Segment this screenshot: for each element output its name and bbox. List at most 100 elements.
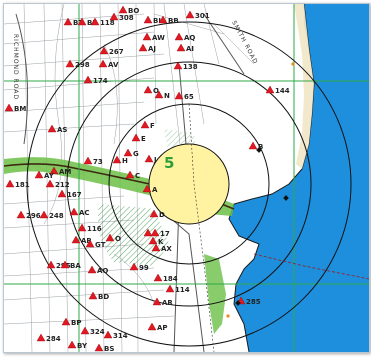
site-marker-icon[interactable] xyxy=(125,170,135,179)
site-marker-icon[interactable] xyxy=(83,156,93,165)
site-marker-icon[interactable] xyxy=(4,103,14,112)
site-markers[interactable]: BO301BTBR118308BIBBAWAQAJAI267298AV13817… xyxy=(4,5,290,352)
site-marker-icon[interactable] xyxy=(131,133,141,142)
site-marker-label: AI xyxy=(186,45,194,53)
site-marker-label: 181 xyxy=(15,181,30,189)
site-marker-label: G xyxy=(133,150,139,158)
site-marker-icon[interactable] xyxy=(153,273,163,282)
beach-strip xyxy=(294,4,314,169)
site-marker-label: BI xyxy=(153,17,161,25)
site-marker-icon[interactable] xyxy=(99,46,109,55)
site-marker-icon[interactable] xyxy=(176,43,186,52)
site-marker-icon[interactable] xyxy=(144,154,154,163)
site-marker-icon[interactable] xyxy=(152,297,162,306)
site-marker-icon[interactable] xyxy=(98,59,108,68)
site-marker-icon[interactable] xyxy=(112,155,122,164)
site-marker-icon[interactable] xyxy=(34,170,44,179)
site-marker-icon[interactable] xyxy=(94,343,104,352)
site-marker-label: 284 xyxy=(46,335,61,343)
site-marker-icon[interactable] xyxy=(85,239,95,248)
site-marker-label: 285 xyxy=(246,298,261,306)
site-marker-icon[interactable] xyxy=(148,236,158,245)
emergency-planning-map[interactable]: RICHMOND ROAD SMITH ROAD 5 BO301BTBR1183… xyxy=(4,4,369,352)
site-marker-icon[interactable] xyxy=(149,209,159,218)
site-marker-icon[interactable] xyxy=(36,333,46,342)
site-marker-icon[interactable] xyxy=(165,284,175,293)
railway xyxy=(188,103,215,352)
site-marker-icon[interactable] xyxy=(90,17,100,26)
site-marker-icon[interactable] xyxy=(80,326,90,335)
site-marker-label: 184 xyxy=(163,275,178,283)
site-marker-icon[interactable] xyxy=(105,233,115,242)
hatched-area xyxy=(98,204,169,266)
site-marker-label: 99 xyxy=(139,264,149,272)
site-marker-icon[interactable] xyxy=(142,32,152,41)
site-marker-label: BA xyxy=(70,262,81,270)
site-marker-icon[interactable] xyxy=(174,32,184,41)
site-marker-icon[interactable] xyxy=(265,85,275,94)
site-marker-icon[interactable] xyxy=(118,5,128,14)
site-marker-icon[interactable] xyxy=(248,141,258,150)
site-marker-label: N xyxy=(164,92,170,100)
site-marker-label: 17 xyxy=(160,230,170,238)
site-marker-icon[interactable] xyxy=(61,317,71,326)
site-marker-icon[interactable] xyxy=(60,260,70,269)
site-marker-icon[interactable] xyxy=(142,184,152,193)
site-marker-icon[interactable] xyxy=(174,91,184,100)
site-marker-icon[interactable] xyxy=(67,340,77,349)
site-marker-label: AR xyxy=(162,299,173,307)
site-marker-label: 324 xyxy=(90,328,105,336)
site-marker-label: 144 xyxy=(275,87,290,95)
site-marker-label: 167 xyxy=(67,191,82,199)
site-marker-icon[interactable] xyxy=(39,210,49,219)
site-marker-icon[interactable] xyxy=(158,15,168,24)
site-marker-icon[interactable] xyxy=(109,12,119,21)
site-marker-icon[interactable] xyxy=(49,166,59,175)
site-marker-icon[interactable] xyxy=(45,179,55,188)
site-marker-icon[interactable] xyxy=(140,120,150,129)
site-marker-icon[interactable] xyxy=(151,243,161,252)
site-marker-label: GT xyxy=(95,241,106,249)
site-marker-icon[interactable] xyxy=(147,322,157,331)
site-marker-label: C xyxy=(135,172,140,180)
site-marker-label: BB xyxy=(168,17,179,25)
site-marker-label: AY xyxy=(44,172,55,180)
site-marker-icon[interactable] xyxy=(16,210,26,219)
site-marker-icon[interactable] xyxy=(57,189,67,198)
site-marker-icon[interactable] xyxy=(138,43,148,52)
site-marker-icon[interactable] xyxy=(77,223,87,232)
site-marker-icon[interactable] xyxy=(69,207,79,216)
site-marker-label: K xyxy=(158,238,164,246)
zone-highlight[interactable] xyxy=(148,143,230,225)
site-marker-icon[interactable] xyxy=(87,265,97,274)
site-marker-icon[interactable] xyxy=(150,228,160,237)
site-marker-icon[interactable] xyxy=(154,90,164,99)
site-marker-label: AX xyxy=(161,245,172,253)
site-marker-icon[interactable] xyxy=(123,148,133,157)
site-marker-label: 212 xyxy=(55,181,70,189)
site-marker-label: 65 xyxy=(184,93,194,101)
site-marker-icon[interactable] xyxy=(185,10,195,19)
site-marker-icon[interactable] xyxy=(143,15,153,24)
site-marker-icon[interactable] xyxy=(5,179,15,188)
facility-dot xyxy=(226,314,230,318)
site-marker-icon[interactable] xyxy=(46,260,56,269)
site-marker-icon[interactable] xyxy=(65,59,75,68)
site-marker-icon[interactable] xyxy=(103,330,113,339)
site-marker-icon[interactable] xyxy=(129,262,139,271)
site-marker-label: AM xyxy=(59,168,71,176)
site-marker-icon[interactable] xyxy=(88,291,98,300)
site-marker-label: 138 xyxy=(183,63,198,71)
zone-number-label: 5 xyxy=(164,154,174,172)
site-marker-icon[interactable] xyxy=(63,17,73,26)
grid-lines xyxy=(4,4,369,352)
site-marker-icon[interactable] xyxy=(47,124,57,133)
site-marker-icon[interactable] xyxy=(77,17,87,26)
site-marker-icon[interactable] xyxy=(83,75,93,84)
site-marker-label: AJ xyxy=(148,45,156,53)
site-marker-icon[interactable] xyxy=(71,235,81,244)
facility-dot xyxy=(291,62,295,66)
site-marker-icon[interactable] xyxy=(173,61,183,70)
site-marker-icon[interactable] xyxy=(143,85,153,94)
site-marker-icon[interactable] xyxy=(143,228,153,237)
